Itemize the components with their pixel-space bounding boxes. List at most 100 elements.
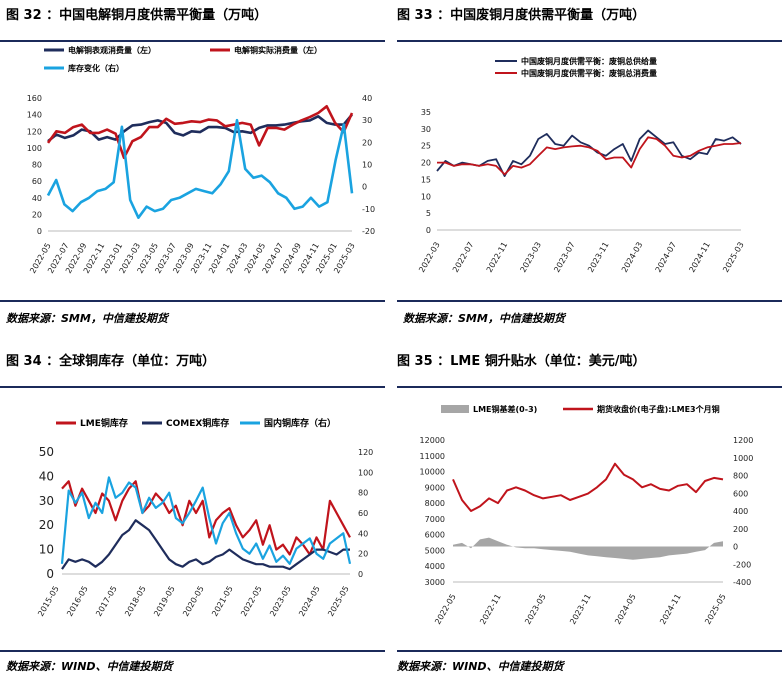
series-line-1	[61, 519, 350, 571]
y-left-tick-3: 6000	[425, 531, 445, 540]
y-left-tick-5: 50	[39, 445, 54, 459]
y-left-tick-3: 60	[32, 177, 42, 186]
footer-rule	[397, 650, 782, 652]
chart-title: 图 33 ：中国废铜月度供需平衡量（万吨）	[397, 8, 646, 23]
y-left-tick-6: 9000	[425, 483, 445, 492]
chart-35-svg: LME铜基差(0-3) 期货收盘价(电子盘):LME3个月铜30004000500…	[420, 404, 754, 626]
x-tick-6: 2025-05	[703, 593, 728, 626]
y-right-tick-5: 30	[362, 116, 372, 125]
y-right-tick-6: 40	[362, 94, 372, 103]
x-tick-4: 2024-05	[613, 593, 638, 626]
y-right-tick-2: 40	[358, 529, 368, 538]
y-left-tick-6: 120	[27, 127, 42, 136]
y-left-tick-0: 3000	[425, 578, 445, 587]
y-left-tick-2: 40	[32, 194, 42, 203]
footer-rule	[397, 300, 782, 302]
y-left-tick-8: 160	[27, 94, 42, 103]
x-tick-0: 2022-05	[433, 593, 458, 626]
series-line-1	[437, 136, 742, 176]
y-left-tick-4: 7000	[425, 515, 445, 524]
legend-label: LME铜库存	[80, 417, 128, 429]
y-tick-2: 10	[421, 192, 431, 201]
legend-label: LME铜基差(0-3)	[473, 404, 537, 414]
y-left-tick-4: 40	[39, 469, 54, 483]
x-tick-8: 2024-11	[687, 241, 712, 274]
y-tick-6: 30	[421, 125, 431, 134]
y-tick-0: 0	[426, 226, 431, 235]
basis-area	[453, 537, 723, 560]
y-tick-1: 5	[426, 209, 431, 218]
y-right-tick-0: -400	[733, 578, 751, 587]
x-tick-1: 2022-11	[478, 593, 503, 626]
y-left-tick-4: 80	[32, 161, 42, 170]
y-left-tick-7: 10000	[420, 468, 445, 477]
y-right-tick-1: -200	[733, 560, 751, 569]
panel-33: 图 33 ：中国废铜月度供需平衡量（万吨） 中国废铜月度供需平衡：废铜总供给量中…	[391, 0, 782, 330]
y-left-tick-9: 12000	[420, 436, 445, 445]
y-left-tick-5: 100	[27, 144, 42, 153]
title-rule	[0, 40, 385, 42]
y-right-tick-2: 0	[733, 543, 738, 552]
x-tick-3: 2018-05	[123, 585, 148, 618]
series-line-2	[46, 118, 354, 219]
x-tick-1: 2016-05	[65, 585, 90, 618]
legend-label: 电解铜实际消费量（左）	[234, 45, 322, 55]
x-tick-4: 2019-05	[152, 585, 177, 618]
chart-source: 数据来源：SMM，中信建投期货	[403, 312, 565, 325]
x-tick-2: 2022-11	[485, 241, 510, 274]
y-right-tick-8: 1200	[733, 436, 753, 445]
y-left-tick-5: 8000	[425, 499, 445, 508]
y-right-tick-4: 400	[733, 507, 748, 516]
legend-label: COMEX铜库存	[166, 417, 229, 429]
x-tick-6: 2024-03	[620, 241, 645, 274]
x-tick-5: 2023-11	[586, 241, 611, 274]
y-left-tick-3: 30	[39, 494, 54, 508]
x-tick-9: 2025-03	[721, 241, 746, 274]
y-right-tick-1: 20	[358, 550, 368, 559]
y-right-tick-0: 0	[358, 570, 363, 579]
chart-source: 数据来源：SMM，中信建投期货	[6, 312, 168, 325]
y-right-tick-6: 120	[358, 448, 373, 457]
x-tick-5: 2020-05	[181, 585, 206, 618]
y-right-tick-7: 1000	[733, 454, 753, 463]
legend-label: 库存变化（右）	[68, 63, 124, 73]
y-right-tick-3: 60	[358, 509, 368, 518]
chart-title: 图 32 ：中国电解铜月度供需平衡量（万吨）	[6, 8, 268, 23]
y-right-tick-0: -20	[362, 227, 375, 236]
y-right-tick-5: 600	[733, 489, 748, 498]
legend-label: 电解铜表观消费量（左）	[68, 45, 156, 55]
footer-rule	[0, 650, 385, 652]
series-line-2	[60, 476, 352, 565]
title-rule	[397, 386, 782, 388]
y-left-tick-1: 4000	[425, 562, 445, 571]
series-line-0	[436, 129, 742, 177]
series-line-1	[452, 462, 724, 512]
y-right-tick-2: 0	[362, 183, 367, 192]
y-right-tick-1: -10	[362, 205, 375, 214]
x-tick-0: 2015-05	[36, 585, 61, 618]
legend-label: 期货收盘价(电子盘):LME3个月铜	[597, 404, 720, 414]
x-tick-2: 2017-05	[94, 585, 119, 618]
x-tick-7: 2024-07	[654, 241, 679, 274]
x-tick-9: 2024-05	[297, 585, 322, 618]
title-rule	[397, 40, 782, 42]
y-left-tick-0: 0	[37, 227, 42, 236]
x-tick-3: 2023-03	[519, 241, 544, 274]
y-right-tick-4: 20	[362, 138, 372, 147]
panel-32: 图 32 ：中国电解铜月度供需平衡量（万吨） 电解铜表观消费量（左） 电解铜实际消…	[0, 0, 391, 330]
y-tick-4: 20	[421, 159, 431, 168]
chart-source: 数据来源：WIND、中信建投期货	[397, 660, 564, 673]
chart-title: 图 34 ：全球铜库存（单位：万吨）	[6, 354, 216, 369]
chart-source: 数据来源：WIND、中信建投期货	[6, 660, 173, 673]
y-right-tick-6: 800	[733, 472, 748, 481]
x-tick-4: 2023-07	[552, 241, 577, 274]
y-tick-7: 35	[421, 108, 431, 117]
y-left-tick-2: 20	[39, 518, 54, 532]
chart-32-svg: 电解铜表观消费量（左） 电解铜实际消费量（左） 库存变化（右） 0 20 40 60 80 10…	[27, 45, 375, 275]
y-tick-5: 25	[421, 142, 431, 151]
x-tick-1: 2022-07	[451, 241, 476, 274]
x-tick-6: 2021-05	[210, 585, 235, 618]
x-tick-2: 2023-05	[523, 593, 548, 626]
x-tick-3: 2023-11	[568, 593, 593, 626]
